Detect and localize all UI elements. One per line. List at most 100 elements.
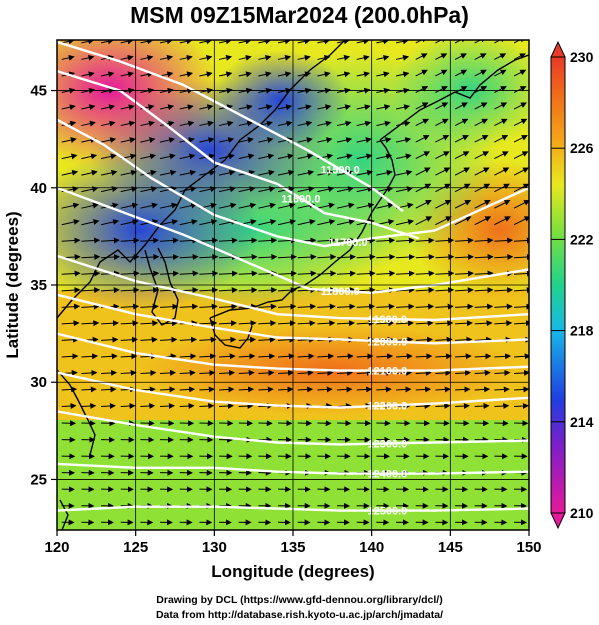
wind-arrow	[238, 202, 257, 209]
wind-arrow	[258, 369, 275, 376]
wind-arrow	[297, 386, 314, 393]
wind-arrow	[395, 169, 413, 176]
wind-arrow	[317, 137, 333, 143]
colorbar-tick-label: 214	[570, 414, 594, 430]
wind-arrow	[317, 202, 335, 209]
wind-arrow	[199, 403, 215, 409]
wind-arrow	[337, 353, 354, 360]
wind-arrow	[218, 71, 233, 78]
wind-arrow	[474, 287, 494, 294]
wind-arrow	[258, 303, 277, 310]
wind-arrow	[140, 320, 159, 327]
wind-arrow	[376, 353, 394, 360]
wind-arrow	[159, 169, 177, 176]
wind-arrow	[297, 219, 316, 226]
wind-arrow	[396, 254, 415, 260]
wind-arrow	[474, 200, 491, 209]
wind-arrow	[219, 336, 237, 343]
contour-label: 11500.0	[321, 164, 360, 176]
wind-arrow	[376, 254, 396, 260]
wind-arrow	[396, 369, 413, 376]
wind-arrow	[396, 353, 413, 360]
wind-arrow	[415, 287, 435, 294]
wind-arrow	[415, 353, 433, 360]
wind-arrow	[494, 216, 511, 226]
wind-arrow	[336, 169, 354, 176]
wind-arrow	[277, 87, 292, 94]
wind-arrow	[61, 303, 81, 310]
wind-arrow	[376, 386, 392, 393]
wind-arrow	[160, 369, 177, 376]
wind-arrow	[435, 336, 453, 343]
wind-arrow	[494, 53, 507, 60]
wind-arrow	[455, 353, 472, 360]
colorbar-tick-label: 222	[570, 231, 594, 247]
wind-arrow	[513, 69, 527, 77]
wind-arrow	[317, 219, 336, 226]
wind-arrow	[474, 135, 489, 143]
x-axis-ticks: 120 125 130 135 140 145 150	[44, 530, 542, 556]
wind-arrow	[238, 254, 258, 260]
wind-arrow	[61, 386, 78, 393]
wind-arrow	[81, 287, 101, 294]
wind-arrow	[494, 254, 514, 260]
wind-arrow	[179, 104, 194, 111]
wind-arrow	[218, 120, 234, 127]
wind-arrow	[494, 237, 514, 244]
wind-arrow	[494, 167, 510, 176]
wind-arrow	[219, 369, 236, 376]
wind-arrow	[61, 120, 77, 127]
wind-arrow	[120, 369, 137, 376]
wind-arrow	[140, 287, 160, 294]
wind-arrow	[297, 120, 313, 127]
wind-arrow	[356, 303, 376, 310]
wind-arrow	[454, 200, 472, 209]
wind-arrow	[101, 369, 118, 376]
wind-arrow	[513, 151, 529, 160]
wind-arrow	[317, 120, 332, 127]
wind-arrow	[454, 53, 467, 60]
wind-arrow	[278, 303, 297, 310]
wind-arrow	[120, 303, 140, 310]
wind-arrow	[199, 320, 218, 327]
wind-arrow	[81, 320, 100, 327]
wind-arrow	[159, 202, 178, 209]
wind-arrow	[219, 403, 234, 409]
wind-arrow	[513, 200, 529, 209]
wind-arrow	[199, 353, 217, 360]
wind-arrow	[100, 137, 117, 143]
wind-arrow	[81, 202, 99, 209]
wind-arrow	[356, 186, 374, 193]
credit-line-data: Data from http://database.rish.kyoto-u.a…	[155, 609, 444, 621]
y-tick-label: 35	[30, 277, 47, 294]
wind-arrow	[415, 336, 434, 343]
contour-label: 11800.0	[321, 286, 360, 298]
x-tick-label: 120	[44, 539, 69, 556]
wind-arrow	[435, 200, 452, 209]
wind-arrow	[120, 71, 134, 78]
wind-arrow	[454, 86, 468, 93]
wind-arrow	[101, 386, 117, 393]
wind-arrow	[258, 219, 277, 226]
wind-arrow	[120, 137, 136, 143]
wind-arrow	[514, 386, 529, 393]
wind-arrow	[120, 120, 136, 127]
wind-arrow	[435, 135, 450, 143]
wind-arrow	[120, 219, 139, 226]
wind-arrow	[140, 137, 156, 143]
wind-arrow	[179, 270, 199, 277]
x-tick-label: 140	[359, 539, 384, 556]
wind-arrow	[396, 320, 414, 327]
wind-arrow	[376, 169, 393, 176]
wind-arrow	[317, 254, 337, 260]
contour-label: 12300.0	[368, 438, 408, 450]
wind-arrow	[140, 403, 156, 409]
colorbar-bottom-arrow	[550, 512, 566, 530]
wind-arrow	[159, 54, 174, 61]
wind-arrow	[238, 54, 252, 61]
wind-arrow	[395, 186, 414, 193]
wind-arrow	[219, 287, 238, 294]
contour-label: 12500.0	[368, 506, 408, 518]
wind-arrow	[199, 104, 214, 111]
